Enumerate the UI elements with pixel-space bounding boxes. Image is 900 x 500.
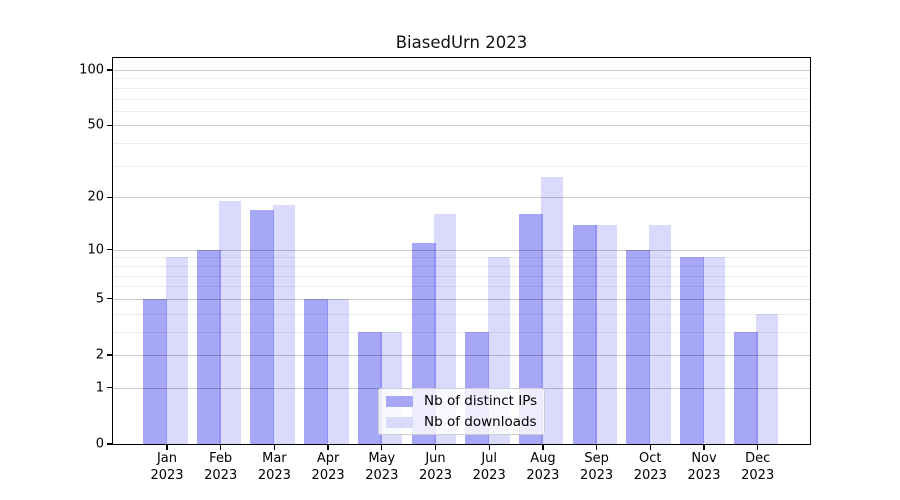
y-tick-mark-50 bbox=[107, 124, 112, 127]
gridline-major-10 bbox=[113, 249, 810, 251]
gridline-minor-7 bbox=[113, 275, 810, 277]
gridline-major-5 bbox=[113, 298, 810, 300]
x-tick-mark-nov bbox=[703, 445, 705, 450]
gridline-minor-80 bbox=[113, 87, 810, 89]
bar-downloads-oct bbox=[648, 224, 671, 444]
x-tick-mark-jan bbox=[166, 445, 168, 450]
y-tick-label-2: 2 bbox=[95, 347, 104, 363]
x-tick-label-sep: Sep 2023 bbox=[580, 451, 614, 483]
x-tick-label-oct: Oct 2023 bbox=[633, 451, 667, 483]
gridline-minor-70 bbox=[113, 98, 810, 100]
x-tick-mark-aug bbox=[542, 445, 544, 450]
legend-label-distinct-ips: Nb of distinct IPs bbox=[424, 393, 538, 409]
y-tick-mark-0 bbox=[107, 443, 112, 445]
plot-area: Nb of distinct IPs Nb of downloads bbox=[112, 57, 811, 445]
legend-item-distinct-ips: Nb of distinct IPs bbox=[386, 393, 544, 409]
bar-distinct-ips-apr bbox=[304, 298, 329, 444]
bar-distinct-ips-dec bbox=[733, 331, 758, 444]
bar-distinct-ips-oct bbox=[626, 249, 651, 444]
x-tick-label-aug: Aug 2023 bbox=[526, 451, 560, 483]
gridline-major-2 bbox=[113, 355, 810, 356]
gridline-minor-8 bbox=[113, 265, 810, 267]
y-tick-mark-10 bbox=[107, 249, 112, 251]
y-tick-label-10: 10 bbox=[87, 242, 104, 258]
gridline-minor-40 bbox=[113, 143, 810, 145]
gridline-minor-60 bbox=[113, 110, 810, 112]
gridline-major-50 bbox=[113, 125, 810, 127]
x-tick-label-dec: Dec 2023 bbox=[741, 451, 775, 483]
bar-downloads-apr bbox=[326, 298, 349, 444]
legend-label-downloads: Nb of downloads bbox=[424, 414, 537, 430]
y-tick-mark-100 bbox=[107, 69, 112, 71]
x-tick-mark-apr bbox=[327, 445, 329, 450]
bar-downloads-jan bbox=[165, 257, 188, 444]
y-tick-label-20: 20 bbox=[87, 189, 104, 205]
x-tick-label-jan: Jan 2023 bbox=[150, 451, 184, 483]
x-tick-label-jul: Jul 2023 bbox=[472, 451, 506, 483]
x-tick-label-apr: Apr 2023 bbox=[311, 451, 345, 483]
bar-distinct-ips-feb bbox=[196, 249, 221, 444]
bar-downloads-mar bbox=[272, 205, 295, 444]
bar-downloads-jun bbox=[434, 214, 456, 444]
legend-swatch-distinct-ips bbox=[386, 395, 413, 407]
bar-downloads-feb bbox=[219, 201, 242, 444]
legend-item-downloads: Nb of downloads bbox=[386, 414, 544, 430]
bar-downloads-nov bbox=[702, 257, 725, 444]
x-tick-mark-feb bbox=[220, 445, 222, 450]
y-tick-mark-1 bbox=[107, 387, 112, 389]
y-tick-mark-2 bbox=[107, 354, 112, 356]
legend: Nb of distinct IPs Nb of downloads bbox=[378, 388, 545, 435]
bar-downloads-sep bbox=[595, 224, 618, 444]
y-tick-mark-5 bbox=[107, 298, 112, 300]
bar-distinct-ips-nov bbox=[680, 257, 704, 444]
x-tick-label-mar: Mar 2023 bbox=[257, 451, 291, 483]
x-tick-mark-may bbox=[381, 445, 383, 450]
bar-downloads-aug bbox=[541, 176, 564, 444]
gridline-minor-6 bbox=[113, 286, 810, 288]
y-tick-label-5: 5 bbox=[95, 291, 104, 307]
x-tick-label-nov: Nov 2023 bbox=[687, 451, 721, 483]
gridline-major-100 bbox=[113, 70, 810, 71]
bar-distinct-ips-mar bbox=[250, 209, 275, 444]
y-tick-label-50: 50 bbox=[87, 117, 104, 133]
gridline-minor-9 bbox=[113, 257, 810, 259]
gridline-minor-90 bbox=[113, 78, 810, 80]
gridline-minor-30 bbox=[113, 165, 810, 167]
x-tick-mark-mar bbox=[273, 445, 276, 450]
y-tick-label-1: 1 bbox=[95, 380, 104, 396]
x-tick-mark-dec bbox=[757, 445, 759, 450]
x-tick-mark-jul bbox=[488, 445, 490, 450]
x-tick-mark-jun bbox=[434, 445, 437, 450]
legend-swatch-downloads bbox=[386, 416, 413, 428]
gridline-minor-4 bbox=[113, 313, 810, 315]
x-tick-mark-oct bbox=[649, 445, 651, 450]
bar-distinct-ips-sep bbox=[572, 224, 597, 444]
gridline-minor-3 bbox=[113, 331, 810, 333]
gridline-major-20 bbox=[113, 197, 810, 199]
x-tick-label-may: May 2023 bbox=[365, 451, 399, 483]
y-tick-label-0: 0 bbox=[95, 436, 104, 452]
y-tick-mark-20 bbox=[107, 196, 112, 198]
bar-distinct-ips-jan bbox=[143, 298, 167, 444]
x-tick-mark-sep bbox=[595, 445, 598, 450]
x-tick-label-feb: Feb 2023 bbox=[204, 451, 238, 483]
x-tick-label-jun: Jun 2023 bbox=[418, 451, 453, 483]
bar-downloads-dec bbox=[756, 313, 779, 444]
y-tick-label-100: 100 bbox=[79, 62, 104, 78]
bar-distinct-ips-may bbox=[357, 331, 382, 444]
chart-title: BiasedUrn 2023 bbox=[395, 33, 528, 52]
